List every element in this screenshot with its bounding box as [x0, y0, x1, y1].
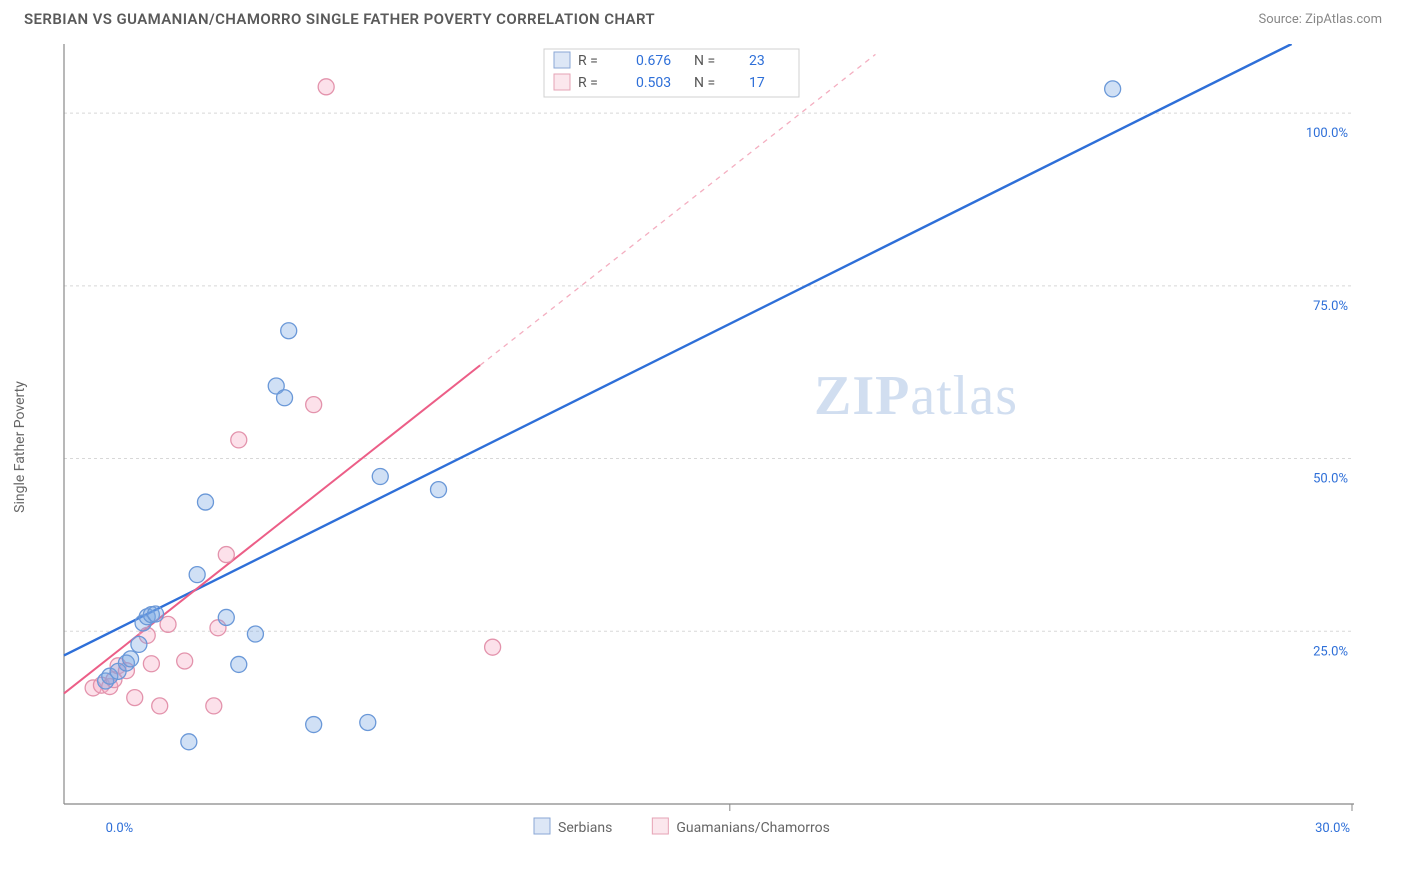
data-point — [431, 482, 447, 498]
data-point — [318, 79, 334, 95]
source-attribution: Source: ZipAtlas.com — [1258, 12, 1382, 27]
svg-text:Guamanians/Chamorros: Guamanians/Chamorros — [676, 820, 830, 836]
data-point — [231, 656, 247, 672]
svg-text:ZIPatlas: ZIPatlas — [814, 365, 1018, 427]
chart-title: SERBIAN VS GUAMANIAN/CHAMORRO SINGLE FAT… — [24, 10, 655, 28]
svg-text:R =: R = — [578, 75, 598, 91]
svg-text:N =: N = — [694, 53, 715, 69]
data-point — [360, 714, 376, 730]
data-point — [218, 547, 234, 563]
data-point — [218, 609, 234, 625]
y-axis-label: Single Father Poverty — [12, 381, 28, 513]
svg-text:Serbians: Serbians — [558, 820, 612, 836]
data-point — [152, 698, 168, 714]
data-point — [127, 690, 143, 706]
data-point — [197, 494, 213, 510]
svg-text:23: 23 — [749, 53, 765, 69]
data-point — [1105, 81, 1121, 97]
data-point — [206, 698, 222, 714]
data-point — [277, 390, 293, 406]
svg-text:100.0%: 100.0% — [1306, 126, 1348, 141]
svg-text:N =: N = — [694, 75, 715, 91]
svg-text:17: 17 — [749, 75, 765, 91]
data-point — [247, 626, 263, 642]
data-point — [281, 323, 297, 339]
svg-text:0.0%: 0.0% — [106, 821, 134, 836]
scatter-chart: 25.0% 50.0% 75.0% 100.0% ZIPatlas 0.0% 30.0% R … — [24, 44, 1382, 850]
data-point — [306, 397, 322, 413]
svg-text:75.0%: 75.0% — [1313, 299, 1348, 314]
svg-text:0.676: 0.676 — [636, 53, 671, 69]
data-point — [306, 717, 322, 733]
data-point — [177, 653, 193, 669]
svg-text:25.0%: 25.0% — [1313, 644, 1348, 659]
data-point — [181, 734, 197, 750]
svg-text:50.0%: 50.0% — [1313, 472, 1348, 487]
svg-text:30.0%: 30.0% — [1315, 821, 1350, 836]
data-point — [131, 636, 147, 652]
svg-text:R =: R = — [578, 53, 598, 69]
data-point — [143, 656, 159, 672]
data-point — [231, 432, 247, 448]
data-point — [189, 567, 205, 583]
data-point — [485, 639, 501, 655]
data-point — [123, 651, 139, 667]
data-point — [372, 469, 388, 485]
data-point — [148, 606, 164, 622]
svg-text:0.503: 0.503 — [636, 75, 671, 91]
chart-container: Single Father Poverty 25.0%50.0%75.0%100… — [24, 44, 1382, 850]
